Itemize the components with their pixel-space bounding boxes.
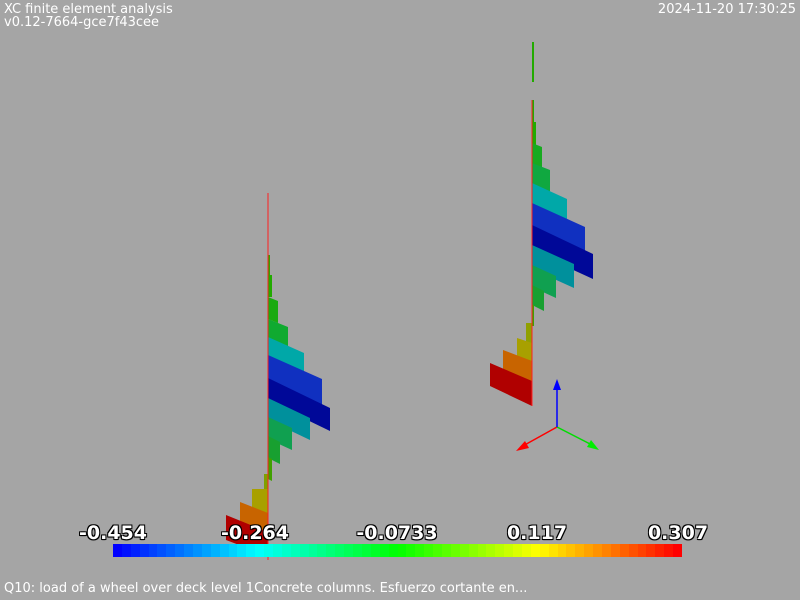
colorbar-segment bbox=[468, 544, 478, 557]
colorbar-segment bbox=[628, 544, 638, 557]
colorbar-segment bbox=[495, 544, 505, 557]
colorbar-segment bbox=[655, 544, 665, 557]
colorbar-segment bbox=[273, 544, 282, 557]
colorbar-segment bbox=[264, 544, 274, 557]
colorbar-segment bbox=[406, 544, 416, 557]
colorbar-segment bbox=[370, 544, 380, 557]
colorbar-segment bbox=[646, 544, 656, 557]
colorbar-segment bbox=[175, 544, 185, 557]
colorbar-segment bbox=[166, 544, 176, 557]
colorbar-segment bbox=[575, 544, 585, 557]
x-axis-line bbox=[520, 426, 558, 448]
colorbar-segment bbox=[113, 544, 122, 557]
timestamp: 2024-11-20 17:30:25 bbox=[657, 2, 796, 17]
colorbar-segment bbox=[450, 544, 460, 557]
colorbar-segment bbox=[210, 544, 220, 557]
colorbar-segment bbox=[593, 544, 602, 557]
colorbar-segment bbox=[255, 544, 265, 557]
z-axis-arrow-icon bbox=[553, 379, 561, 390]
diagram-bar bbox=[490, 363, 532, 406]
colorbar-segment bbox=[566, 544, 576, 557]
diagram-bar bbox=[268, 436, 280, 464]
colorbar-segment bbox=[201, 544, 211, 557]
colorbar-segment bbox=[317, 544, 327, 557]
colorbar-segment bbox=[539, 544, 549, 557]
diagram-bar bbox=[532, 225, 593, 279]
colorbar-segment bbox=[139, 544, 149, 557]
colorbar-segment bbox=[157, 544, 167, 557]
colorbar-segment bbox=[353, 544, 362, 557]
diagram-bar bbox=[532, 42, 534, 82]
colorbar-label: -0.264 bbox=[221, 522, 289, 544]
app-title: XC finite element analysis bbox=[4, 2, 173, 17]
colorbar-segment bbox=[148, 544, 158, 557]
colorbar-segment bbox=[601, 544, 611, 557]
y-axis-arrow-icon bbox=[587, 440, 599, 450]
diagram-bar bbox=[268, 457, 272, 481]
colorbar-label-max: 0.307 bbox=[647, 522, 709, 544]
colorbar-segment bbox=[673, 544, 682, 557]
colorbar-segment bbox=[530, 544, 540, 557]
colorbar-label: 0.117 bbox=[506, 522, 568, 544]
diagram-bar bbox=[532, 245, 574, 288]
diagram-bar bbox=[268, 355, 322, 405]
diagram-bar bbox=[268, 275, 272, 297]
colorbar-segment bbox=[184, 544, 194, 557]
colorbar-segment bbox=[610, 544, 620, 557]
colorbar-segment bbox=[521, 544, 531, 557]
diagram-bar bbox=[268, 297, 278, 323]
colorbar-segment bbox=[193, 544, 202, 557]
colorbar-segment bbox=[228, 544, 238, 557]
diagram-bar bbox=[532, 183, 567, 223]
status-caption: Q10: load of a wheel over deck level 1Co… bbox=[4, 581, 528, 596]
colorbar-segment bbox=[557, 544, 567, 557]
colorbar-label-min: -0.454 bbox=[79, 522, 147, 544]
colorbar bbox=[113, 544, 682, 557]
column-diagram-right bbox=[490, 42, 593, 406]
colorbar-segment bbox=[388, 544, 398, 557]
colorbar-segment bbox=[424, 544, 434, 557]
colorbar-segment bbox=[619, 544, 629, 557]
colorbar-segment bbox=[308, 544, 318, 557]
colorbar-segment bbox=[664, 544, 674, 557]
colorbar-segment bbox=[459, 544, 469, 557]
colorbar-segment bbox=[584, 544, 594, 557]
diagram-bar bbox=[532, 285, 544, 311]
colorbar-segment bbox=[237, 544, 247, 557]
app-version: v0.12-7664-gce7f43cee bbox=[4, 15, 160, 30]
diagram-bar bbox=[532, 203, 585, 253]
colorbar-segment bbox=[290, 544, 300, 557]
y-axis-line bbox=[556, 426, 595, 447]
colorbar-segment bbox=[344, 544, 354, 557]
colorbar-label: -0.0733 bbox=[356, 522, 438, 544]
column-diagram-left bbox=[226, 193, 330, 560]
x-axis-arrow-icon bbox=[516, 441, 529, 451]
colorbar-segment bbox=[219, 544, 229, 557]
diagram-bar bbox=[268, 378, 330, 431]
colorbar-segment bbox=[513, 544, 522, 557]
colorbar-segment bbox=[415, 544, 425, 557]
colorbar-segment bbox=[486, 544, 496, 557]
colorbar-segment bbox=[130, 544, 140, 557]
colorbar-segment bbox=[335, 544, 345, 557]
colorbar-segment bbox=[326, 544, 336, 557]
colorbar-segment bbox=[548, 544, 558, 557]
colorbar-segment bbox=[246, 544, 256, 557]
colorbar-segment bbox=[281, 544, 291, 557]
colorbar-segment bbox=[299, 544, 309, 557]
colorbar-segment bbox=[441, 544, 451, 557]
colorbar-segment bbox=[637, 544, 647, 557]
diagram-bar bbox=[268, 398, 310, 440]
colorbar-segment bbox=[433, 544, 442, 557]
colorbar-segment bbox=[121, 544, 131, 557]
colorbar-segment bbox=[504, 544, 514, 557]
axes-triad bbox=[516, 379, 599, 451]
colorbar-segment bbox=[361, 544, 371, 557]
colorbar-segment bbox=[477, 544, 487, 557]
colorbar-segment bbox=[379, 544, 389, 557]
diagram-bar bbox=[532, 122, 536, 146]
colorbar-segment bbox=[397, 544, 407, 557]
